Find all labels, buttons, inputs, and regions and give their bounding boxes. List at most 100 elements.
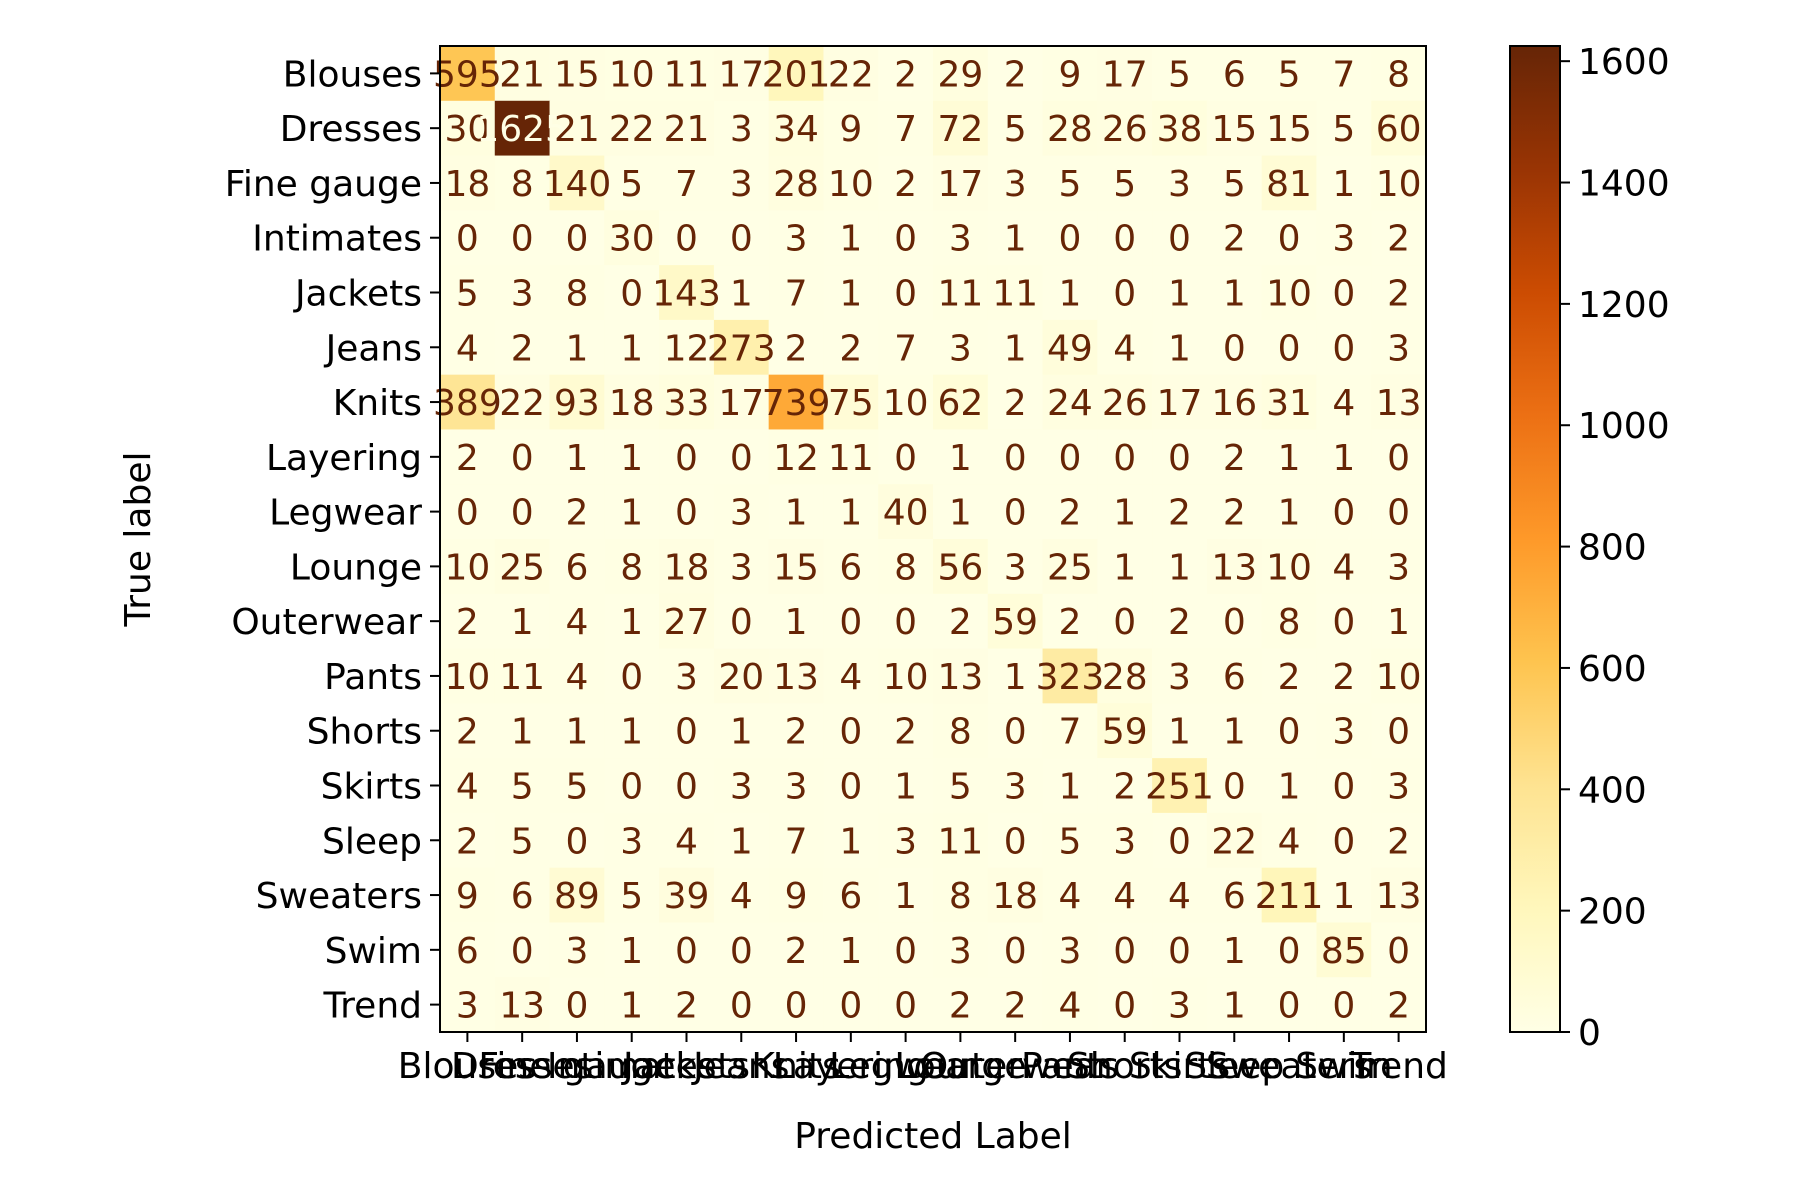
heatmap-cell: [1206, 210, 1263, 266]
cell-value-label: 3: [511, 274, 534, 315]
cell-value-label: 9: [839, 109, 862, 150]
cell-value-label: 30: [609, 219, 655, 260]
cell-value-label: 0: [675, 767, 698, 808]
heatmap-cell: [987, 155, 1044, 211]
cell-value-label: 5: [1223, 164, 1246, 205]
cell-value-label: 0: [894, 986, 917, 1027]
heatmap-cell: [1152, 867, 1208, 923]
heatmap-cell: [604, 539, 660, 595]
heatmap-cell: [768, 922, 824, 978]
cell-value-label: 2: [456, 602, 479, 643]
heatmap-cell: [1371, 319, 1427, 376]
cell-value-label: 6: [839, 547, 862, 588]
heatmap-cell: [823, 429, 879, 485]
heatmap-cell: [1261, 867, 1317, 923]
cell-value-label: 3: [894, 821, 917, 862]
heatmap-cell: [440, 703, 496, 759]
colorbar-tick-label: 200: [1578, 892, 1647, 933]
y-tick-label: Intimates: [252, 219, 422, 260]
cell-value-label: 0: [1004, 931, 1027, 972]
heatmap-cell: [604, 100, 660, 157]
cell-value-label: 0: [1113, 219, 1136, 260]
heatmap-cell: [659, 648, 715, 704]
x-tick-label: Shorts: [1067, 1046, 1182, 1087]
cell-value-label: 0: [620, 274, 643, 315]
heatmap-cell: [1206, 648, 1263, 704]
cell-value-label: 1: [785, 602, 808, 643]
cell-value-label: 0: [894, 219, 917, 260]
heatmap-cell: [1042, 812, 1098, 869]
cell-value-label: 4: [1332, 383, 1355, 424]
heatmap-cell: [494, 812, 551, 869]
x-tick-label: Dresses: [451, 1046, 593, 1087]
cell-value-label: 11: [937, 821, 983, 862]
heatmap-cell: [659, 429, 715, 485]
cell-value-label: 33: [664, 383, 710, 424]
cell-value-label: 2: [1113, 767, 1136, 808]
cell-value-label: 201: [762, 54, 831, 95]
cell-value-label: 0: [730, 219, 753, 260]
heatmap-cell: [1152, 539, 1208, 595]
heatmap-cell: [1097, 155, 1153, 211]
cell-value-label: 0: [1332, 767, 1355, 808]
cell-value-label: 0: [565, 986, 588, 1027]
cell-value-label: 5: [511, 821, 534, 862]
heatmap-cell: [549, 977, 605, 1033]
cell-value-label: 1: [511, 712, 534, 753]
heatmap-cell: [713, 812, 770, 869]
heatmap-cell: [1097, 374, 1153, 430]
heatmap-cell: [768, 539, 824, 595]
cell-value-label: 12: [773, 438, 819, 479]
heatmap-cell: [1042, 374, 1098, 430]
heatmap-cell: [659, 593, 715, 650]
heatmap-cell: [440, 46, 496, 102]
heatmap-cell: [1097, 46, 1153, 102]
heatmap-cell: [1042, 484, 1098, 540]
heatmap-cell: [440, 265, 496, 321]
heatmap-cell: [1042, 703, 1098, 759]
y-tick-label: Pants: [324, 657, 422, 698]
heatmap-cell: [1371, 867, 1427, 923]
cell-value-label: 30: [444, 109, 490, 150]
cell-value-label: 4: [456, 328, 479, 369]
cell-value-label: 22: [499, 383, 545, 424]
heatmap-cell: [604, 648, 660, 704]
cell-value-label: 3: [949, 931, 972, 972]
y-tick-label: Sleep: [322, 821, 422, 862]
heatmap-cell: [1371, 922, 1427, 978]
cell-value-label: 0: [1278, 712, 1301, 753]
heatmap-cell: [1206, 484, 1263, 540]
cell-value-label: 1: [620, 712, 643, 753]
cell-value-label: 2: [456, 438, 479, 479]
heatmap-cell: [1316, 265, 1372, 321]
heatmap-cell: [933, 867, 989, 923]
cell-value-label: 26: [1102, 109, 1148, 150]
heatmap-cell: [1261, 319, 1317, 376]
heatmap-cell: [1261, 539, 1317, 595]
cell-value-label: 6: [511, 876, 534, 917]
x-tick-label: Knits: [751, 1046, 840, 1087]
cell-value-label: 7: [785, 274, 808, 315]
cell-value-label: 4: [565, 657, 588, 698]
heatmap-cell: [1097, 429, 1153, 485]
heatmap-cell: [1316, 429, 1372, 485]
heatmap-cell: [987, 46, 1044, 102]
cell-value-label: 5: [620, 164, 643, 205]
cell-value-label: 4: [1058, 986, 1081, 1027]
cell-value-label: 1: [620, 493, 643, 534]
heatmap-cell: [494, 758, 551, 814]
heatmap-cell: [440, 812, 496, 869]
cell-value-label: 28: [1102, 657, 1148, 698]
heatmap-cell: [878, 484, 934, 540]
cell-value-label: 0: [730, 986, 753, 1027]
heatmap-cell: [987, 867, 1044, 923]
heatmap-cell: [1152, 265, 1208, 321]
heatmap-cell: [1206, 703, 1263, 759]
cell-value-label: 2: [949, 602, 972, 643]
heatmap-cell: [1152, 703, 1208, 759]
heatmap-cell: [933, 210, 989, 266]
heatmap-cell: [1152, 374, 1208, 430]
heatmap-cell: [549, 46, 605, 102]
heatmap-cell: [823, 593, 879, 650]
